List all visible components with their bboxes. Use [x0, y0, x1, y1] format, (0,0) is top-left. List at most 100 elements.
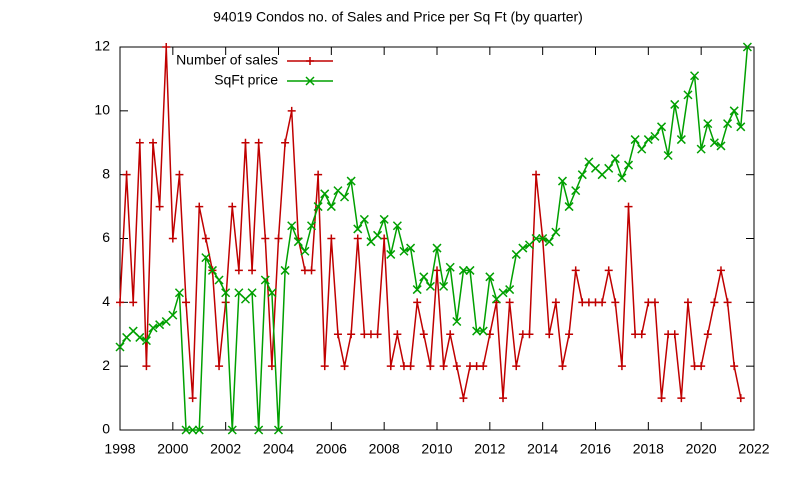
point-marker — [175, 170, 184, 179]
point-marker — [135, 138, 144, 147]
point-marker — [499, 394, 508, 403]
point-marker — [565, 330, 574, 339]
point-marker — [551, 227, 561, 237]
point-marker — [433, 266, 441, 275]
point-marker — [696, 144, 706, 154]
point-marker — [538, 233, 548, 244]
point-marker — [327, 234, 336, 243]
x-tick-label: 2000 — [157, 441, 188, 457]
point-marker — [637, 144, 647, 154]
point-marker — [670, 330, 679, 339]
x-tick-label: 2016 — [580, 441, 611, 457]
point-marker — [736, 394, 745, 403]
point-marker — [162, 43, 171, 51]
point-marker — [273, 425, 284, 435]
point-marker — [623, 160, 634, 170]
point-marker — [353, 224, 363, 234]
point-marker — [729, 106, 739, 116]
y-tick-label: 8 — [102, 165, 110, 181]
point-marker — [254, 138, 263, 147]
point-marker — [347, 330, 356, 339]
point-marker — [392, 221, 402, 231]
point-marker — [260, 275, 270, 285]
point-marker — [393, 330, 402, 339]
point-marker — [115, 342, 125, 352]
point-marker — [168, 234, 177, 243]
point-marker — [116, 298, 124, 307]
legend-label: Number of sales — [176, 52, 278, 68]
point-marker — [551, 298, 560, 307]
x-tick-label: 2014 — [527, 441, 558, 457]
point-marker — [406, 362, 415, 371]
point-marker — [723, 298, 732, 307]
point-marker — [637, 330, 646, 339]
x-tick-label: 2012 — [474, 441, 505, 457]
point-marker — [518, 243, 528, 253]
point-marker — [697, 362, 706, 371]
point-marker — [306, 57, 314, 65]
y-tick-label: 10 — [94, 102, 110, 118]
point-marker — [610, 154, 620, 164]
point-marker — [340, 192, 350, 202]
point-marker — [617, 362, 626, 371]
point-marker — [452, 362, 461, 371]
point-marker — [531, 233, 541, 244]
chart-title: 94019 Condos no. of Sales and Price per … — [213, 9, 583, 25]
point-marker — [287, 106, 296, 115]
point-marker — [446, 330, 455, 339]
y-tick-label: 12 — [94, 38, 110, 54]
point-marker — [267, 288, 277, 298]
point-marker — [710, 298, 719, 307]
point-marker — [677, 394, 686, 403]
point-marker — [650, 298, 659, 307]
y-tick-label: 4 — [102, 293, 110, 309]
point-marker — [709, 138, 719, 148]
x-tick-label: 2020 — [686, 441, 717, 457]
point-marker — [730, 362, 739, 371]
point-marker — [280, 265, 290, 275]
point-marker — [703, 330, 712, 339]
point-marker — [148, 323, 158, 333]
point-marker — [359, 214, 369, 224]
point-marker — [155, 320, 165, 330]
point-marker — [657, 394, 666, 403]
point-marker — [135, 332, 145, 342]
point-marker — [333, 330, 342, 339]
legend-label: SqFt price — [214, 72, 278, 88]
point-marker — [459, 394, 468, 403]
point-marker — [465, 265, 475, 275]
point-marker — [445, 262, 455, 272]
point-marker — [293, 237, 303, 247]
point-marker — [485, 272, 495, 282]
point-marker — [571, 266, 580, 275]
point-marker — [122, 170, 131, 179]
point-marker — [379, 214, 389, 224]
point-marker — [624, 202, 633, 211]
x-tick-label: 2006 — [316, 441, 347, 457]
y-tick-label: 0 — [102, 421, 110, 437]
point-marker — [247, 288, 257, 298]
point-marker — [617, 173, 627, 183]
point-marker — [305, 76, 315, 86]
point-marker — [532, 170, 541, 179]
point-marker — [505, 298, 514, 307]
point-marker — [611, 298, 620, 307]
point-marker — [512, 362, 521, 371]
x-tick-label: 1998 — [104, 441, 135, 457]
point-marker — [307, 266, 316, 275]
point-marker — [373, 330, 382, 339]
point-marker — [544, 237, 554, 247]
point-marker — [413, 298, 422, 307]
point-marker — [182, 298, 191, 307]
point-marker — [598, 298, 607, 307]
point-marker — [564, 202, 574, 212]
point-marker — [558, 362, 567, 371]
point-marker — [650, 131, 660, 141]
point-marker — [248, 266, 257, 275]
point-marker — [703, 119, 713, 129]
x-tick-label: 2002 — [210, 441, 241, 457]
point-marker — [432, 243, 442, 253]
point-marker — [353, 234, 362, 243]
point-marker — [716, 141, 726, 151]
